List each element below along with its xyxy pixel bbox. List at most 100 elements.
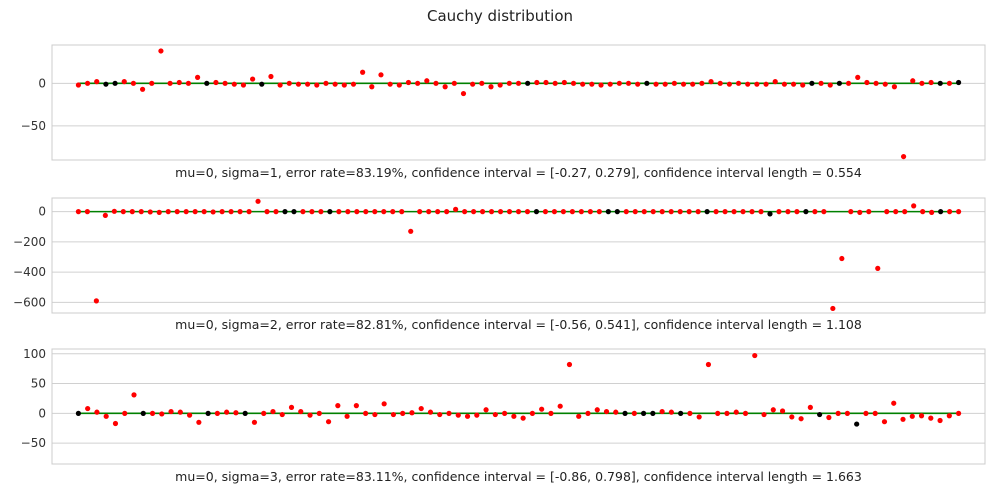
data-point-1-1: [75, 82, 82, 88]
data-point-1-67: [680, 81, 687, 87]
data-point-1-84: [836, 80, 843, 86]
data-point-2-13: [183, 209, 189, 215]
data-point-3-27: [316, 410, 322, 416]
data-point-1-5: [112, 80, 118, 86]
data-point-2-45: [470, 209, 477, 215]
data-point-3-65: [668, 409, 674, 415]
data-point-1-31: [350, 81, 357, 87]
data-point-1-34: [378, 72, 384, 78]
data-point-2-59: [596, 209, 602, 215]
data-point-2-46: [479, 209, 486, 215]
axes-frame-1: [51, 44, 986, 161]
data-point-1-90: [891, 84, 898, 90]
data-point-3-52: [548, 410, 554, 416]
data-point-3-74: [752, 352, 758, 359]
data-point-1-40: [433, 80, 439, 86]
data-point-2-1: [75, 209, 82, 215]
data-point-3-12: [177, 409, 183, 415]
data-point-3-51: [539, 406, 545, 412]
data-point-1-71: [717, 80, 723, 86]
ytick-label-2-3: −400: [13, 265, 46, 279]
data-point-3-14: [196, 419, 202, 425]
data-point-2-96: [929, 209, 935, 215]
data-point-2-49: [506, 209, 513, 215]
data-point-2-50: [515, 209, 522, 215]
data-point-2-38: [408, 228, 414, 234]
data-point-1-41: [442, 84, 448, 90]
data-point-1-92: [910, 78, 916, 84]
data-point-2-62: [623, 209, 629, 215]
data-point-1-48: [506, 80, 512, 86]
data-point-2-7: [129, 209, 135, 215]
data-point-1-89: [882, 81, 888, 87]
data-point-3-96: [955, 410, 962, 416]
data-point-2-56: [569, 209, 575, 215]
data-point-3-91: [909, 413, 915, 419]
data-point-2-31: [345, 209, 351, 215]
data-point-3-95: [946, 413, 952, 419]
data-point-1-20: [250, 76, 256, 82]
data-point-1-85: [845, 80, 852, 86]
data-point-2-40: [426, 209, 432, 215]
data-point-3-64: [659, 408, 665, 415]
data-point-1-53: [552, 80, 558, 86]
data-point-2-35: [381, 209, 387, 215]
data-point-2-69: [686, 209, 692, 215]
data-point-3-32: [363, 410, 369, 416]
data-point-3-89: [891, 400, 897, 406]
data-point-3-23: [279, 411, 285, 418]
data-point-3-93: [928, 415, 934, 421]
data-point-3-13: [186, 412, 193, 418]
data-point-2-16: [210, 209, 216, 215]
data-point-2-43: [453, 206, 459, 212]
data-point-2-44: [462, 209, 468, 215]
data-point-3-40: [437, 411, 443, 418]
data-point-2-17: [219, 209, 225, 215]
data-point-1-13: [185, 80, 192, 86]
data-point-2-65: [650, 209, 656, 215]
data-point-1-29: [332, 81, 338, 87]
data-point-1-94: [928, 79, 934, 86]
data-point-3-17: [224, 409, 230, 415]
data-point-3-70: [715, 410, 721, 416]
data-point-3-73: [742, 410, 749, 416]
data-point-2-25: [291, 209, 297, 215]
data-point-2-51: [524, 209, 531, 215]
data-point-2-11: [165, 209, 171, 215]
data-point-3-31: [353, 403, 359, 409]
data-point-1-3: [94, 79, 100, 85]
data-point-3-46: [492, 411, 498, 418]
data-point-1-6: [121, 79, 127, 85]
data-point-1-74: [745, 81, 751, 87]
data-point-3-94: [937, 417, 943, 424]
data-point-2-12: [174, 209, 180, 215]
data-point-2-95: [920, 209, 926, 215]
data-point-1-19: [240, 82, 247, 88]
data-point-1-97: [955, 79, 962, 86]
data-point-3-56: [585, 410, 591, 416]
data-point-3-90: [900, 416, 906, 422]
data-point-3-76: [770, 407, 776, 413]
data-point-2-39: [417, 209, 423, 215]
data-point-3-83: [835, 410, 841, 416]
data-point-2-87: [848, 209, 854, 215]
data-point-1-55: [570, 80, 577, 86]
data-point-2-47: [488, 209, 495, 215]
data-point-2-8: [138, 209, 144, 215]
data-point-2-63: [632, 209, 638, 215]
data-point-1-7: [130, 80, 137, 86]
data-point-3-11: [168, 408, 174, 415]
data-point-3-39: [427, 409, 434, 415]
data-point-1-9: [149, 80, 155, 86]
data-point-2-24: [282, 209, 288, 215]
data-point-2-86: [839, 255, 845, 262]
data-point-2-5: [111, 208, 117, 214]
data-point-1-58: [598, 82, 604, 88]
data-point-2-27: [309, 209, 315, 215]
data-point-3-3: [94, 409, 100, 415]
data-point-1-62: [635, 81, 641, 87]
data-point-1-18: [231, 81, 237, 87]
data-point-3-69: [705, 361, 712, 368]
data-point-1-32: [360, 69, 366, 75]
data-point-2-58: [587, 209, 593, 215]
